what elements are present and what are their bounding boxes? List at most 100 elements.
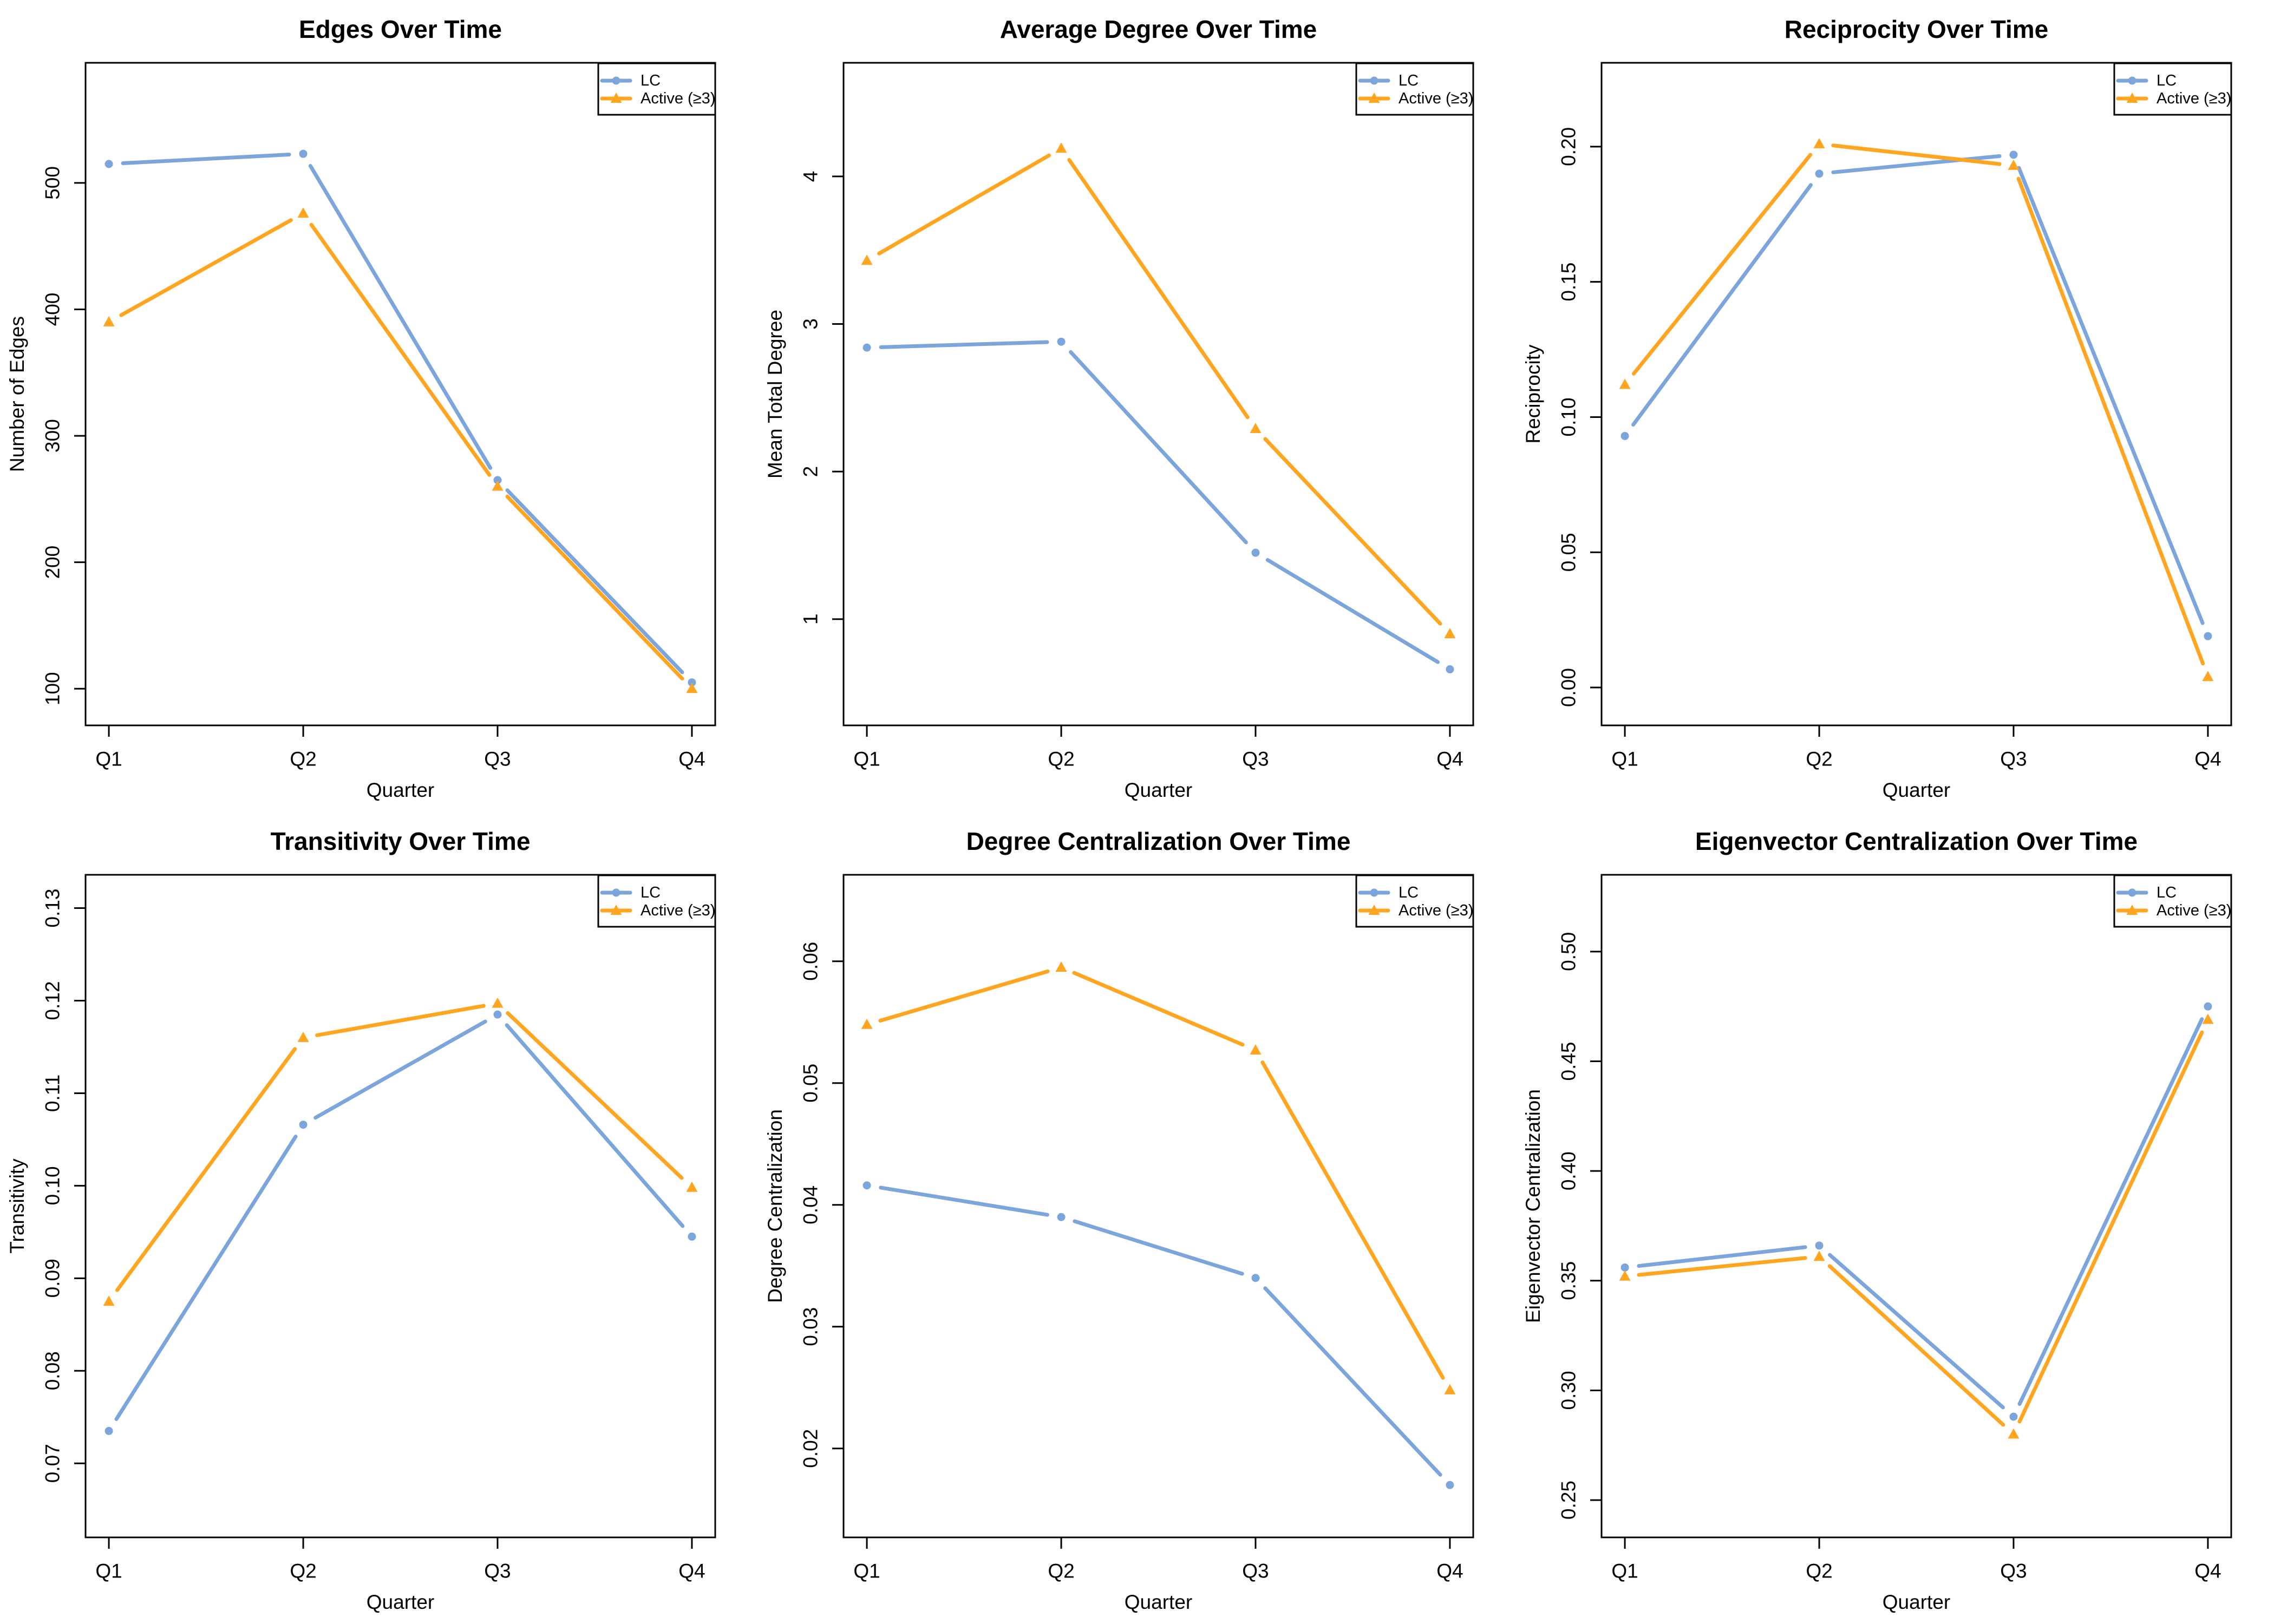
- y-tick-label: 100: [42, 672, 64, 705]
- y-tick-label: 0.05: [1558, 533, 1580, 572]
- y-tick-label: 0.35: [1558, 1261, 1580, 1300]
- marker-circle-q2: [1815, 1241, 1824, 1250]
- series-segment-circle: [313, 1019, 487, 1120]
- marker-triangle-q2: [1813, 137, 1825, 148]
- chart-title: Reciprocity Over Time: [1785, 15, 2048, 43]
- series-segment-circle: [1073, 1219, 1244, 1276]
- chart-title: Edges Over Time: [299, 15, 502, 43]
- legend-triangle-icon: [610, 93, 622, 103]
- y-tick-label: 0.06: [800, 942, 822, 981]
- marker-circle-q2: [299, 1121, 308, 1129]
- x-tick-label: Q2: [290, 748, 316, 770]
- legend-circle-icon: [612, 76, 620, 85]
- marker-triangle-q1: [1619, 378, 1631, 389]
- y-axis-label: Number of Edges: [6, 316, 28, 472]
- y-tick-label: 0.03: [800, 1307, 822, 1346]
- marker-triangle-q2: [297, 207, 309, 218]
- plot-box: [1600, 62, 2232, 726]
- series-segment-circle: [2017, 166, 2205, 625]
- y-tick-label: 1: [800, 613, 822, 625]
- y-tick-label: 0.05: [800, 1064, 822, 1103]
- y-tick-label: 0.12: [42, 981, 64, 1020]
- series-segment-circle: [308, 164, 493, 470]
- series-segment-circle: [121, 153, 291, 166]
- legend-label: LC: [1399, 72, 1419, 89]
- x-tick-label: Q3: [1242, 1560, 1269, 1582]
- marker-triangle-q3: [2008, 1428, 2020, 1439]
- y-axis-label: Reciprocity: [1522, 344, 1544, 443]
- marker-triangle-q4: [2202, 671, 2214, 682]
- legend-circle-icon: [1370, 888, 1378, 897]
- legend-label: Active (≥3): [2157, 902, 2231, 919]
- marker-circle-q3: [1251, 548, 1260, 557]
- legend-label: Active (≥3): [641, 90, 715, 107]
- series-segment-triangle: [1831, 143, 2002, 166]
- series-segment-circle: [879, 1186, 1049, 1217]
- marker-circle-q4: [1446, 665, 1454, 673]
- legend-box: [1355, 62, 1474, 116]
- marker-triangle-q4: [1444, 627, 1456, 638]
- panel-edges-over-time: Edges Over Time 100 200 300 400 500 Q1 Q2 Q3 Q4 Qu…: [0, 0, 758, 812]
- marker-circle-q2: [1815, 169, 1824, 178]
- x-tick-label: Q2: [1806, 1560, 1832, 1582]
- legend-label: Active (≥3): [641, 902, 715, 919]
- series-segment-triangle: [1067, 158, 1250, 420]
- legend-triangle-icon: [2126, 93, 2138, 103]
- y-tick-label: 0.25: [1558, 1481, 1580, 1520]
- x-tick-label: Q1: [853, 1560, 880, 1582]
- x-axis-label: Quarter: [1883, 779, 1950, 801]
- marker-circle-q1: [862, 343, 871, 352]
- y-tick-label: 0.15: [1558, 263, 1580, 302]
- marker-triangle-q1: [1619, 1270, 1631, 1281]
- series-segment-triangle: [2016, 176, 2205, 666]
- x-tick-label: Q1: [95, 1560, 122, 1582]
- chart-title: Degree Centralization Over Time: [966, 827, 1351, 855]
- series-segment-circle: [879, 340, 1049, 349]
- x-tick-label: Q4: [1436, 1560, 1463, 1582]
- legend-label: LC: [1399, 884, 1419, 901]
- series-segment-circle: [1631, 183, 1813, 427]
- marker-circle-q4: [1446, 1481, 1454, 1489]
- y-tick-label: 0.10: [42, 1166, 64, 1205]
- y-tick-label: 0.09: [42, 1259, 64, 1298]
- y-axis-label: Eigenvector Centralization: [1522, 1089, 1544, 1323]
- x-tick-label: Q1: [853, 748, 880, 770]
- x-tick-label: Q3: [1242, 748, 1269, 770]
- y-tick-label: 2: [800, 466, 822, 477]
- legend-triangle-icon: [610, 905, 622, 915]
- series-segment-circle: [1263, 1286, 1442, 1477]
- y-tick-label: 0.30: [1558, 1371, 1580, 1410]
- chart-edges-over-time: Edges Over Time 100 200 300 400 500 Q1 Q2 Q3 Q4 Qu…: [6, 15, 716, 801]
- series-segment-circle: [1265, 558, 1440, 664]
- legend-label: Active (≥3): [1399, 90, 1473, 107]
- marker-circle-q3: [2009, 150, 2018, 159]
- marker-circle-q1: [862, 1181, 871, 1190]
- x-axis-label: Quarter: [367, 779, 434, 801]
- series-segment-triangle: [1263, 437, 1442, 626]
- marker-triangle-q1: [861, 1018, 873, 1029]
- x-tick-label: Q2: [1806, 748, 1832, 770]
- marker-circle-q4: [688, 678, 696, 687]
- marker-circle-q1: [1620, 431, 1629, 440]
- legend-circle-icon: [612, 888, 620, 897]
- plot-box: [84, 62, 716, 726]
- x-axis-label: Quarter: [367, 1591, 434, 1613]
- x-tick-label: Q2: [1048, 1560, 1074, 1582]
- y-tick-label: 0.00: [1558, 668, 1580, 707]
- x-tick-label: Q1: [95, 748, 122, 770]
- marker-triangle-q3: [492, 997, 504, 1008]
- plot-box: [1600, 874, 2232, 1538]
- series-segment-circle: [1637, 1245, 1807, 1268]
- legend-circle-icon: [2128, 76, 2136, 85]
- chart-title: Eigenvector Centralization Over Time: [1695, 827, 2138, 855]
- series-segment-triangle: [119, 218, 293, 317]
- marker-triangle-q3: [2008, 159, 2020, 170]
- marker-circle-q1: [104, 160, 113, 168]
- x-tick-label: Q4: [678, 748, 705, 770]
- y-tick-label: 400: [42, 293, 64, 326]
- y-tick-label: 300: [42, 419, 64, 453]
- series-segment-circle: [2017, 1017, 2204, 1406]
- y-tick-label: 0.04: [800, 1186, 822, 1224]
- y-tick-label: 200: [42, 546, 64, 579]
